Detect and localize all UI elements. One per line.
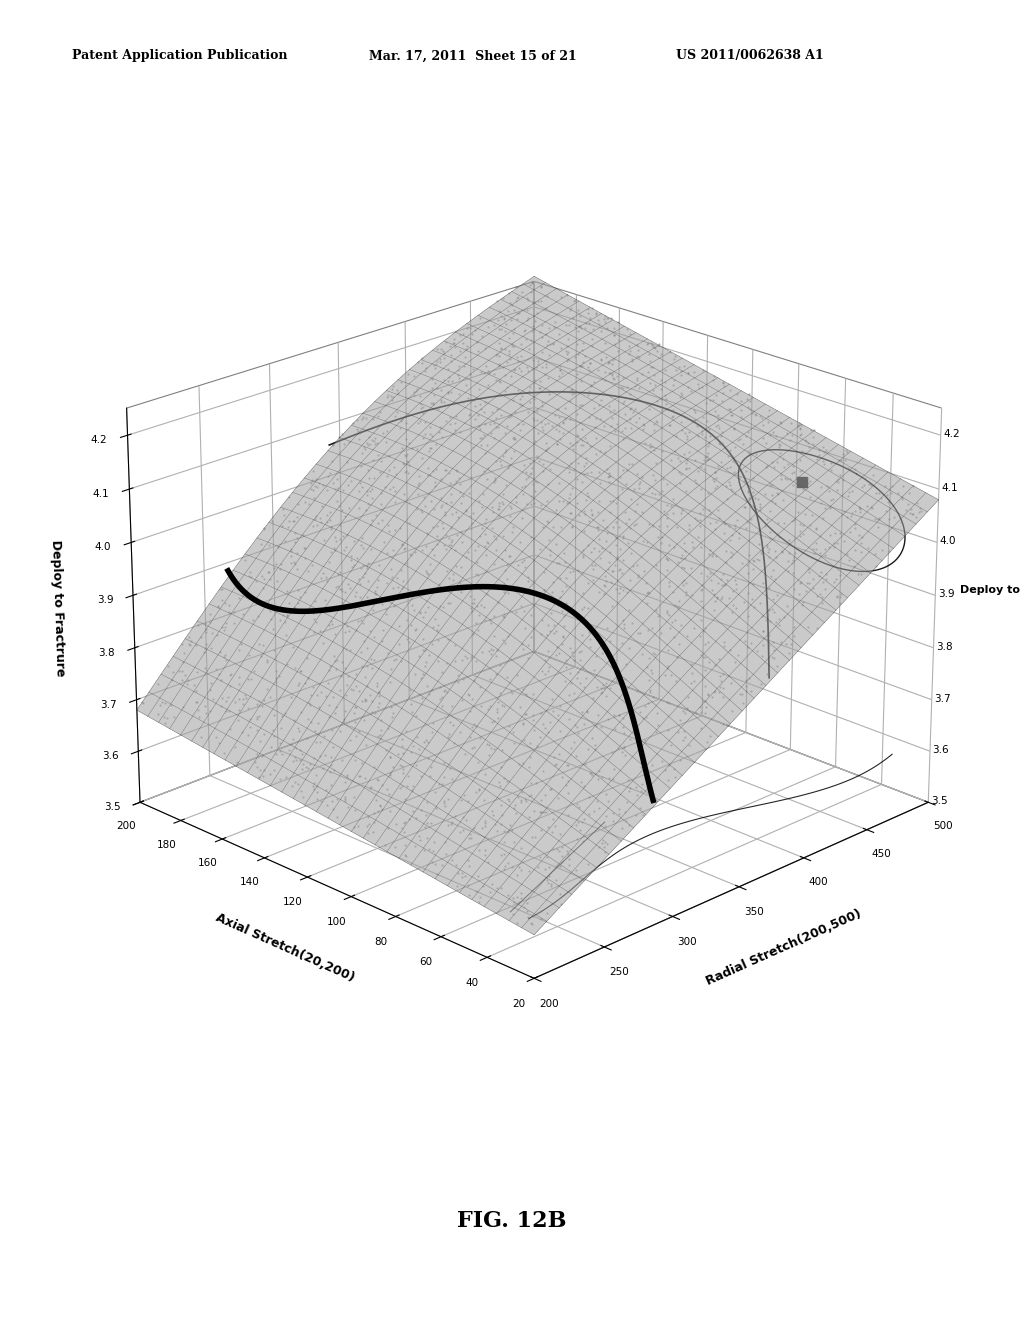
Y-axis label: Axial Stretch(20,200): Axial Stretch(20,200) bbox=[213, 911, 356, 985]
Text: Mar. 17, 2011  Sheet 15 of 21: Mar. 17, 2011 Sheet 15 of 21 bbox=[369, 49, 577, 62]
Text: US 2011/0062638 A1: US 2011/0062638 A1 bbox=[676, 49, 823, 62]
Text: Patent Application Publication: Patent Application Publication bbox=[72, 49, 287, 62]
X-axis label: Radial Stretch(200,500): Radial Stretch(200,500) bbox=[705, 907, 863, 987]
Text: FIG. 12B: FIG. 12B bbox=[458, 1210, 566, 1232]
